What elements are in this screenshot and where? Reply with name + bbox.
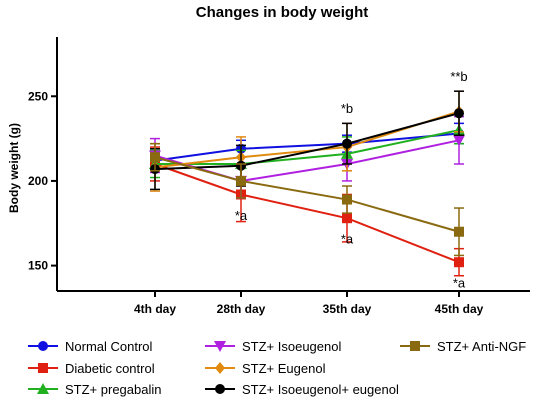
y-ticks: 150 200 250 [28,89,57,273]
chart-title: Changes in body weight [196,4,369,21]
legend-swatch-marker [38,341,48,351]
series-line [154,156,460,233]
series-5 [150,90,464,191]
axes [56,37,530,292]
series-line [154,112,460,171]
series-4 [150,90,464,192]
significance-label: *a [453,276,466,291]
legend-item: Normal Control [28,339,153,354]
legend-label: Normal Control [65,339,153,354]
series-6 [150,142,464,257]
legend-swatch-marker [214,341,226,352]
legend-swatch-marker [410,341,420,351]
data-point [342,213,352,224]
series-line [155,129,460,165]
x-ticks: 4th day 28th day 35th day 45th day [134,291,484,316]
series-1 [150,146,464,277]
legend-label: Diabetic control [65,361,155,376]
y-tick-label: 250 [28,89,48,103]
legend-label: STZ+ Isoeugenol+ eugenol [242,382,399,397]
legend-label: STZ+ pregabalin [65,382,161,397]
data-point [454,257,464,268]
x-tick-label: 35th day [323,302,372,316]
data-point [150,152,160,163]
legend-item: STZ+ Eugenol [205,361,326,376]
significance-label: **b [450,69,467,84]
legend-swatch-marker [38,363,48,373]
plot-area [149,90,465,277]
data-point [454,226,464,237]
legend-swatch-marker [215,362,225,374]
significance-label: *a [341,232,354,247]
series-line [154,163,460,264]
data-point [236,175,246,186]
legend-item: STZ+ Isoeugenol [205,339,341,354]
y-tick-label: 200 [28,174,48,188]
legend-label: STZ+ Isoeugenol [242,339,341,354]
y-axis-label: Body weight (g) [7,123,21,213]
annotations: *a *b *a **b *a [235,69,468,291]
legend-label: STZ+ Eugenol [242,361,326,376]
legend-item: STZ+ Anti-NGF [400,339,526,354]
data-point [453,135,465,147]
legend: Normal Control Diabetic control STZ+ prega… [28,339,526,397]
y-tick-label: 150 [28,259,48,273]
data-point [342,138,352,149]
legend-item: STZ+ Isoeugenol+ eugenol [205,382,399,397]
legend-item: STZ+ pregabalin [28,382,161,397]
data-point [454,108,464,119]
legend-item: Diabetic control [28,361,155,376]
legend-label: STZ+ Anti-NGF [437,339,526,354]
legend-swatch-marker [215,384,225,394]
data-point [342,194,352,205]
significance-label: *a [235,208,248,223]
significance-label: *b [341,101,353,116]
x-tick-label: 28th day [217,302,266,316]
legend-swatch-marker [37,383,49,394]
series-line [154,132,460,162]
x-tick-label: 4th day [134,302,176,316]
x-tick-label: 45th day [435,302,484,316]
